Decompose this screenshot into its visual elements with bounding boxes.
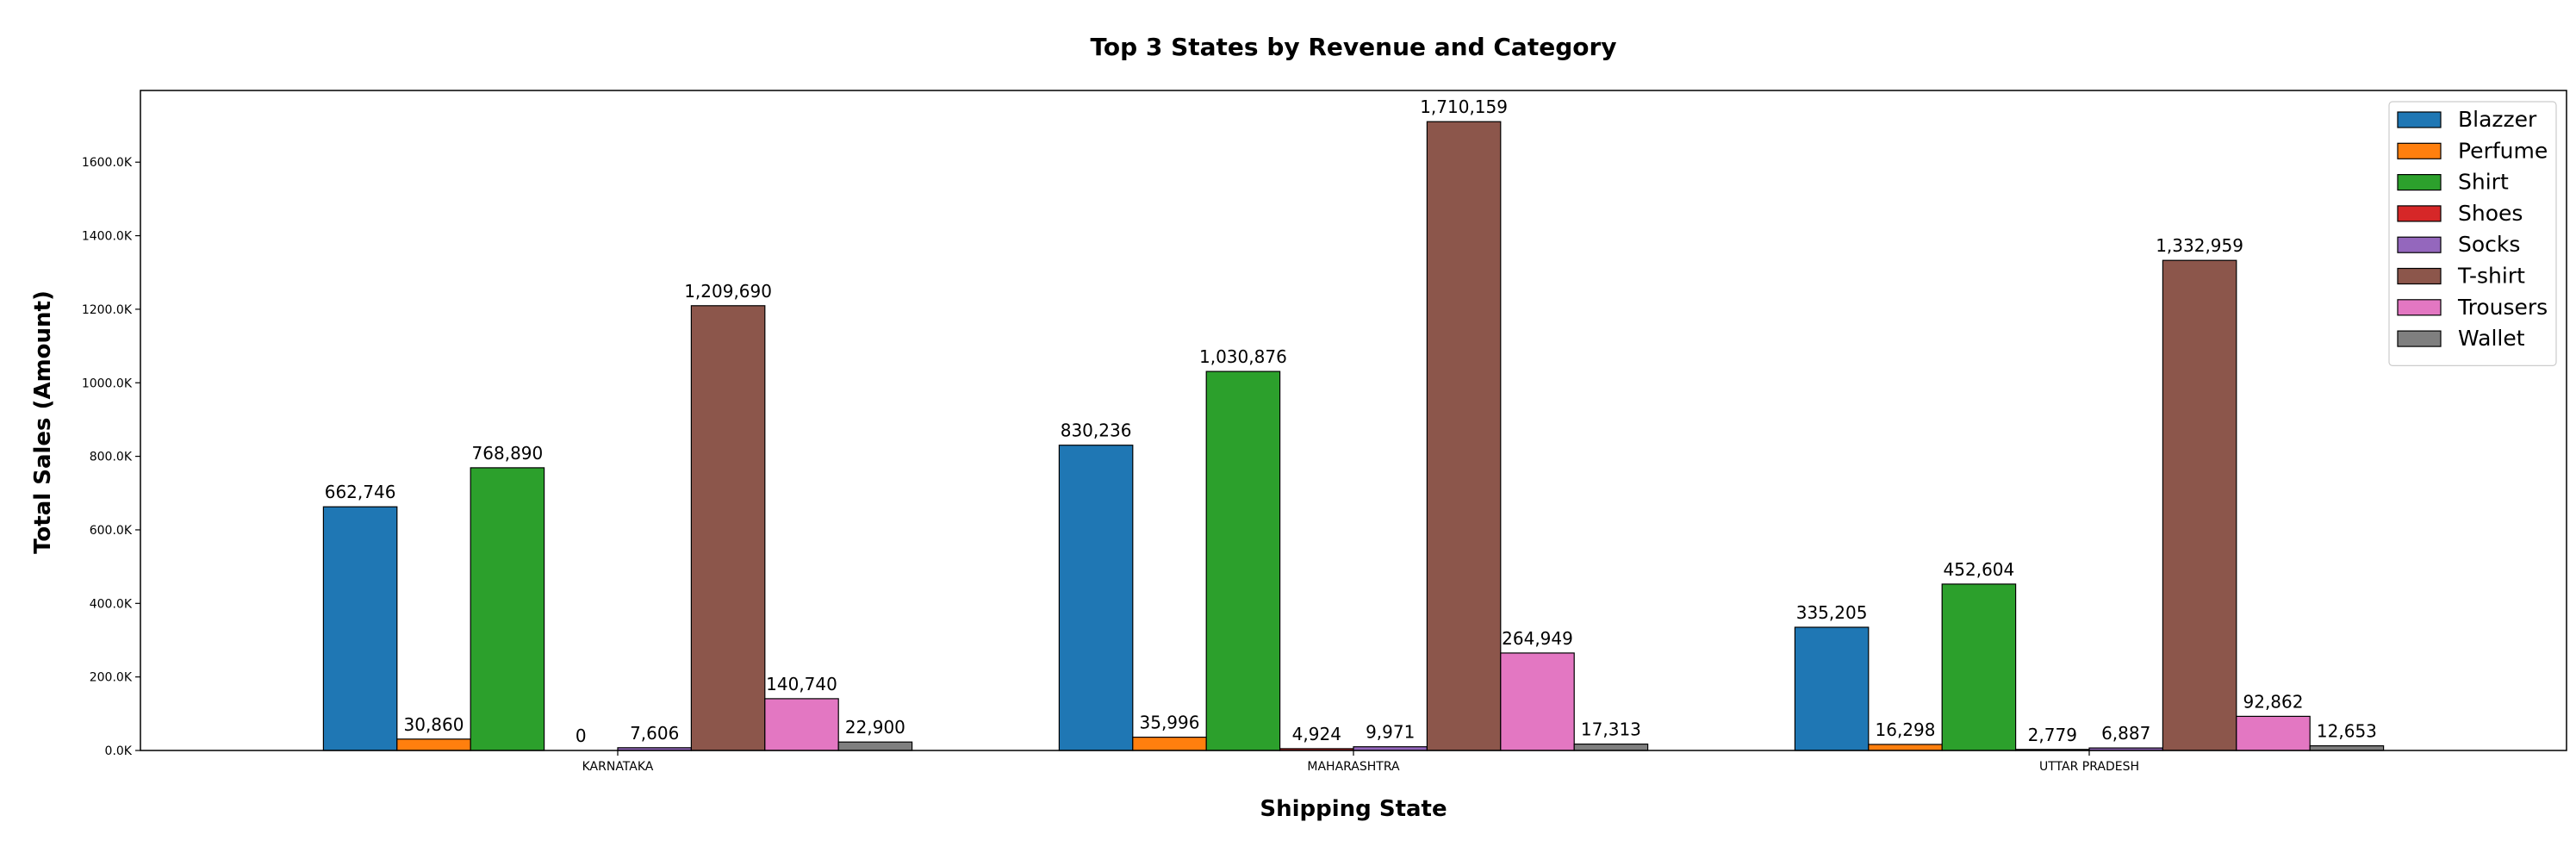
y-tick-label: 200.0K bbox=[90, 671, 133, 685]
data-label: 335,205 bbox=[1796, 602, 1868, 623]
legend-entry-shoes: Shoes bbox=[2458, 201, 2523, 226]
legend-entry-socks: Socks bbox=[2458, 232, 2520, 257]
legend-entry-trousers: Trousers bbox=[2457, 295, 2548, 320]
legend: Blazzer Perfume Shirt Shoes Socks T-shirt Trou… bbox=[2388, 101, 2557, 366]
data-label: 1,710,159 bbox=[1420, 97, 1508, 117]
x-axis-label: Shipping State bbox=[1260, 796, 1447, 822]
bar-wallet-uttar-pradesh bbox=[2309, 744, 2385, 751]
bar-trousers-karnataka bbox=[764, 698, 839, 751]
bar-wallet-karnataka bbox=[837, 741, 913, 751]
legend-swatch-t-shirt bbox=[2397, 267, 2442, 285]
data-label: 1,332,959 bbox=[2156, 235, 2243, 256]
legend-swatch-shoes bbox=[2397, 205, 2442, 222]
legend-swatch-perfume bbox=[2397, 142, 2442, 159]
legend-entry-shirt: Shirt bbox=[2458, 170, 2509, 195]
bar-blazzer-uttar-pradesh bbox=[1794, 626, 1870, 751]
plot-frame bbox=[140, 90, 2567, 751]
bars-layer bbox=[322, 121, 2385, 751]
y-tick-label: 1000.0K bbox=[82, 377, 133, 390]
data-label: 92,862 bbox=[2243, 691, 2304, 712]
x-axis: KARNATAKA MAHARASHTRA UTTAR PRADESH bbox=[582, 750, 2139, 774]
y-tick-label: 1200.0K bbox=[82, 303, 133, 317]
data-label: 6,887 bbox=[2101, 723, 2150, 744]
data-label: 4,924 bbox=[1292, 724, 1341, 744]
bar-trousers-uttar-pradesh bbox=[2236, 715, 2311, 751]
data-label: 830,236 bbox=[1061, 420, 1132, 441]
data-label: 140,740 bbox=[766, 674, 837, 694]
y-tick-label: 0.0K bbox=[105, 744, 133, 758]
bar-trousers-maharashtra bbox=[1500, 652, 1575, 751]
data-label: 16,298 bbox=[1876, 719, 1936, 740]
legend-swatch-shirt bbox=[2397, 174, 2442, 191]
bar-t-shirt-maharashtra bbox=[1426, 121, 1502, 751]
data-label: 2,779 bbox=[2028, 725, 2077, 745]
legend-entry-wallet: Wallet bbox=[2458, 326, 2525, 351]
legend-entry-t-shirt: T-shirt bbox=[2457, 264, 2525, 289]
bar-shirt-uttar-pradesh bbox=[1941, 583, 2017, 751]
x-tick-label: KARNATAKA bbox=[582, 760, 654, 774]
y-tick-label: 600.0K bbox=[90, 524, 133, 538]
chart-title: Top 3 States by Revenue and Category bbox=[1090, 33, 1616, 61]
legend-swatch-trousers bbox=[2397, 299, 2442, 316]
y-tick-label: 1600.0K bbox=[82, 156, 133, 170]
bar-shirt-maharashtra bbox=[1205, 370, 1281, 751]
bar-perfume-uttar-pradesh bbox=[1868, 744, 1943, 751]
data-label: 30,860 bbox=[404, 714, 464, 735]
bar-t-shirt-karnataka bbox=[690, 305, 766, 751]
bar-perfume-maharashtra bbox=[1132, 736, 1207, 751]
data-label: 7,606 bbox=[630, 723, 679, 744]
y-tick-label: 400.0K bbox=[90, 597, 133, 611]
data-label: 1,030,876 bbox=[1199, 346, 1287, 367]
legend-entry-blazzer: Blazzer bbox=[2458, 107, 2537, 132]
bar-wallet-maharashtra bbox=[1573, 743, 1649, 751]
bar-shirt-karnataka bbox=[470, 467, 545, 751]
y-axis: 0.0K 200.0K 400.0K 600.0K 800.0K 1000.0K 1200.… bbox=[82, 156, 140, 758]
bar-perfume-karnataka bbox=[396, 738, 471, 751]
data-labels-layer: 662,746 30,860 768,890 0 7,606 1,209,690 140,7… bbox=[325, 97, 2377, 746]
y-tick-label: 800.0K bbox=[90, 451, 133, 464]
data-label: 22,900 bbox=[845, 717, 905, 738]
data-label: 662,746 bbox=[325, 482, 396, 502]
data-label: 17,313 bbox=[1581, 719, 1641, 740]
bar-blazzer-maharashtra bbox=[1058, 445, 1134, 751]
y-axis-label: Total Sales (Amount) bbox=[30, 290, 56, 554]
x-tick-label: UTTAR PRADESH bbox=[2039, 760, 2139, 774]
y-tick-label: 1400.0K bbox=[82, 230, 133, 244]
legend-swatch-blazzer bbox=[2397, 111, 2442, 128]
bar-blazzer-karnataka bbox=[322, 506, 398, 751]
legend-swatch-wallet bbox=[2397, 330, 2442, 347]
data-label: 12,653 bbox=[2317, 721, 2377, 742]
legend-swatch-socks bbox=[2397, 236, 2442, 253]
data-label: 35,996 bbox=[1140, 713, 1200, 733]
data-label: 0 bbox=[576, 725, 587, 746]
data-label: 768,890 bbox=[472, 443, 544, 464]
data-label: 452,604 bbox=[1944, 559, 2015, 580]
data-label: 9,971 bbox=[1366, 722, 1415, 743]
legend-entry-perfume: Perfume bbox=[2458, 138, 2548, 163]
bar-t-shirt-uttar-pradesh bbox=[2162, 259, 2237, 751]
data-label: 264,949 bbox=[1502, 628, 1573, 649]
x-tick-label: MAHARASHTRA bbox=[1307, 760, 1400, 774]
data-label: 1,209,690 bbox=[684, 281, 772, 302]
